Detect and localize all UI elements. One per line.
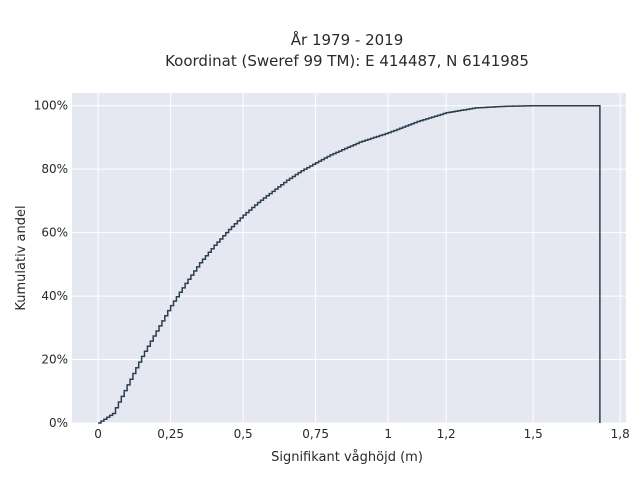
y-tick-label: 0% xyxy=(49,416,68,430)
x-tick-label: 0,75 xyxy=(302,427,329,441)
x-tick-label: 0 xyxy=(94,427,102,441)
y-tick-label: 20% xyxy=(41,353,68,367)
cumulative-step-line xyxy=(98,104,601,424)
y-tick-label: 100% xyxy=(34,99,68,113)
x-tick-label: 0,5 xyxy=(234,427,253,441)
y-tick-label: 60% xyxy=(41,226,68,240)
chart-title: År 1979 - 2019 xyxy=(291,30,404,49)
y-tick-label: 80% xyxy=(41,162,68,176)
y-axis-ticks: 0% 20% 40% 60% 80% 100% xyxy=(34,99,68,430)
y-axis-label: Kumulativ andel xyxy=(14,205,29,310)
chart-subtitle: Koordinat (Sweref 99 TM): E 414487, N 61… xyxy=(165,52,529,70)
x-axis-ticks: 0 0,25 0,5 0,75 1 1,2 1,5 1,8 xyxy=(94,427,629,441)
y-tick-label: 40% xyxy=(41,289,68,303)
x-axis-label: Signifikant våghöjd (m) xyxy=(271,450,423,465)
x-tick-label: 1 xyxy=(384,427,392,441)
x-tick-label: 1,2 xyxy=(437,427,456,441)
series-group xyxy=(98,104,601,424)
x-tick-label: 1,5 xyxy=(524,427,543,441)
x-tick-label: 1,8 xyxy=(611,427,630,441)
plot-area xyxy=(72,93,626,423)
x-tick-label: 0,25 xyxy=(157,427,184,441)
